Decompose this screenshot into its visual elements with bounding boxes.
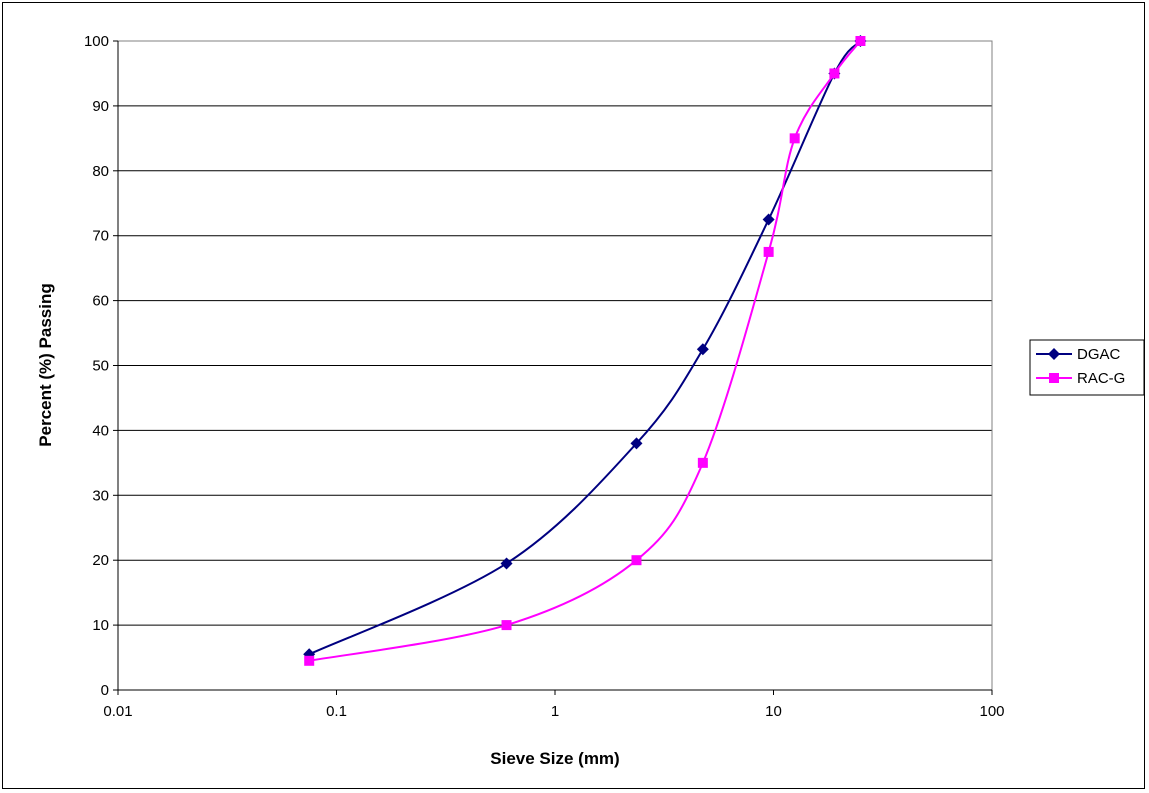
legend-label: DGAC	[1077, 346, 1121, 363]
y-tick-label: 0	[101, 682, 109, 699]
data-point-rac-g	[829, 68, 840, 79]
y-axis-title: Percent (%) Passing	[36, 283, 55, 446]
y-tick-label: 40	[92, 422, 109, 439]
x-tick-label: 0.01	[103, 703, 132, 720]
data-point-dgac	[696, 343, 709, 356]
series-dgac	[303, 35, 867, 661]
data-point-dgac	[500, 557, 513, 570]
data-point-rac-g	[789, 133, 800, 144]
legend-box	[1029, 339, 1145, 396]
x-tick-label: 100	[979, 703, 1004, 720]
data-point-rac-g	[631, 555, 642, 566]
y-tick-label: 10	[92, 617, 109, 634]
data-point-dgac	[630, 437, 643, 450]
legend: DGAC RAC-G	[1029, 339, 1145, 396]
y-tick-label: 70	[92, 228, 109, 245]
y-tick-label: 20	[92, 552, 109, 569]
gridlines	[118, 40, 992, 626]
data-point-rac-g	[501, 620, 512, 631]
series-line-rac-g	[309, 40, 862, 662]
x-axis-title: Sieve Size (mm)	[490, 749, 619, 768]
x-tick-label: 10	[765, 703, 782, 720]
legend-item-rac-g: RAC-G	[1036, 370, 1125, 387]
axes: 0 10 20 30 40 50 60 70 80 90 100 0.01 0.1 1 10 100	[84, 33, 1005, 720]
data-point-rac-g	[855, 36, 866, 46]
y-tick-label: 60	[92, 293, 109, 310]
data-point-rac-g	[697, 457, 708, 468]
series-rac-g	[304, 36, 866, 666]
legend-marker-dgac	[1048, 348, 1060, 360]
series-layer	[303, 35, 867, 666]
x-tick-label: 0.1	[326, 703, 347, 720]
y-tick-label: 90	[92, 98, 109, 115]
series-line-dgac	[308, 40, 862, 656]
y-tick-label: 100	[84, 33, 109, 50]
legend-marker-rac-g	[1049, 373, 1059, 383]
y-tick-label: 80	[92, 163, 109, 180]
data-point-dgac	[762, 213, 775, 226]
legend-label: RAC-G	[1077, 370, 1125, 387]
data-point-rac-g	[304, 655, 315, 666]
x-tick-label: 1	[551, 703, 559, 720]
data-point-rac-g	[763, 246, 774, 257]
y-tick-label: 30	[92, 487, 109, 504]
legend-item-dgac: DGAC	[1036, 346, 1121, 363]
y-tick-label: 50	[92, 358, 109, 375]
